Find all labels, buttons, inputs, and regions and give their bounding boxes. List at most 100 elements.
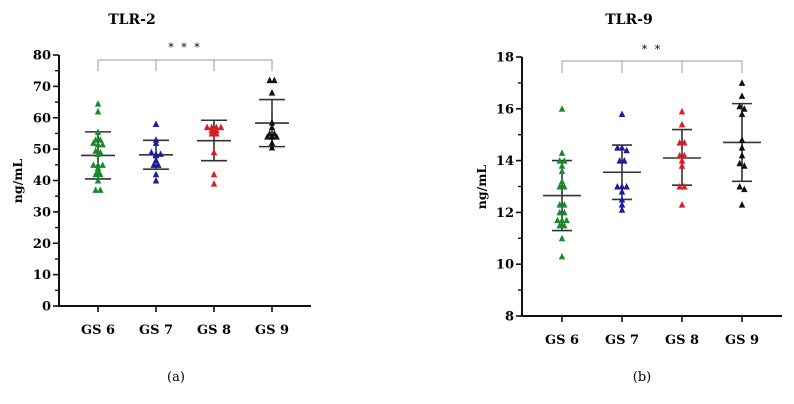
triangle-marker <box>268 118 276 126</box>
triangle-marker <box>92 170 99 178</box>
series-gs-9 <box>723 79 761 208</box>
triangle-marker <box>94 100 102 107</box>
triangle-marker <box>264 133 271 140</box>
triangle-marker <box>676 151 683 159</box>
triangle-marker <box>152 156 160 164</box>
triangle-marker <box>152 151 160 159</box>
triangle-marker <box>678 201 686 208</box>
triangle-marker <box>741 185 748 193</box>
x-tick-label: GS 9 <box>725 333 759 348</box>
triangle-marker <box>558 149 566 156</box>
panel-label: (a) <box>167 370 185 385</box>
triangle-marker <box>618 206 626 213</box>
triangle-marker <box>556 183 563 190</box>
triangle-marker <box>738 92 746 99</box>
plot-area: 0 10 20 30 40 50 60 70 80 GS 6 GS 7 GS 8 GS 9 * * * <box>33 41 311 338</box>
x-tick-label: GS 9 <box>255 323 289 338</box>
triangle-marker <box>558 177 566 185</box>
triangle-marker <box>678 157 686 164</box>
triangle-marker <box>99 161 106 168</box>
y-tick-label: 50 <box>33 143 51 158</box>
triangle-marker <box>90 139 97 146</box>
x-tick-label: GS 6 <box>81 323 115 338</box>
triangle-marker <box>266 76 273 84</box>
triangle-marker <box>623 146 630 154</box>
triangle-marker <box>90 161 97 168</box>
triangle-marker <box>738 79 746 86</box>
triangle-marker <box>208 129 215 137</box>
triangle-marker <box>676 183 683 190</box>
triangle-marker <box>563 216 570 224</box>
triangle-marker <box>558 162 566 169</box>
triangle-marker <box>561 201 568 208</box>
triangle-marker <box>268 139 276 146</box>
triangle-marker <box>618 188 626 195</box>
y-tick-label: 16 <box>496 102 514 117</box>
triangle-marker <box>618 110 626 117</box>
panel-label: (b) <box>633 370 651 385</box>
triangle-marker <box>561 183 568 190</box>
triangle-marker <box>681 151 688 159</box>
x-tick-label: GS 8 <box>665 333 699 348</box>
significance-stars: * * * <box>168 41 202 54</box>
y-axis-label: ng/mL <box>474 165 489 210</box>
triangle-marker <box>736 183 743 190</box>
y-tick-label: 14 <box>496 154 514 169</box>
triangle-marker <box>736 159 743 167</box>
x-tick-label: GS 7 <box>605 333 639 348</box>
chart-title: TLR-9 <box>605 12 652 28</box>
triangle-marker <box>150 161 157 168</box>
triangle-marker <box>203 123 211 131</box>
y-tick-label: 30 <box>33 205 51 220</box>
chart-panel-tlr2: TLR-2 ng/mL (a) 0 10 20 30 40 50 60 70 80 GS 6 GS … <box>10 12 311 385</box>
plot-area: 8 10 12 14 16 18 GS 6 GS 7 GS 8 GS 9 * * <box>496 43 782 348</box>
triangle-marker <box>97 136 104 143</box>
triangle-marker <box>741 105 748 112</box>
significance-stars: * * <box>642 43 663 56</box>
triangle-marker <box>561 208 568 216</box>
triangle-marker <box>558 167 566 174</box>
x-tick-label: GS 6 <box>545 333 579 348</box>
triangle-marker <box>561 221 568 229</box>
y-tick-label: 10 <box>496 258 514 273</box>
triangle-marker <box>738 201 746 208</box>
triangle-marker <box>681 183 688 190</box>
triangle-marker <box>94 150 102 157</box>
y-tick-label: 12 <box>496 206 514 221</box>
y-tick-label: 18 <box>496 51 514 66</box>
triangle-marker <box>618 183 626 190</box>
triangle-marker <box>155 161 162 168</box>
triangle-marker <box>621 157 628 164</box>
x-tick-label: GS 7 <box>139 323 173 338</box>
triangle-marker <box>268 144 276 151</box>
triangle-marker <box>561 157 568 164</box>
triangle-marker <box>618 201 626 208</box>
triangle-marker <box>94 107 102 115</box>
triangle-marker <box>271 76 278 84</box>
y-tick-label: 20 <box>33 237 51 252</box>
series-gs-7 <box>139 120 173 184</box>
triangle-marker <box>273 133 280 140</box>
x-tick-label: GS 8 <box>197 323 231 338</box>
triangle-marker <box>92 186 99 193</box>
triangle-marker <box>157 150 164 157</box>
triangle-marker <box>97 186 104 193</box>
y-tick-label: 0 <box>42 300 51 315</box>
triangle-marker <box>152 139 160 146</box>
triangle-marker <box>152 177 160 184</box>
triangle-marker <box>614 144 621 151</box>
triangle-marker <box>558 252 566 260</box>
y-tick-label: 8 <box>505 310 514 325</box>
triangle-marker <box>678 107 686 115</box>
triangle-marker <box>268 123 276 131</box>
triangle-marker <box>556 201 563 208</box>
triangle-marker <box>618 144 626 151</box>
triangle-marker <box>738 110 746 117</box>
triangle-marker <box>741 162 748 169</box>
triangle-marker <box>618 195 626 203</box>
triangle-marker <box>556 208 563 216</box>
triangle-marker <box>210 148 218 156</box>
triangle-marker <box>738 136 746 143</box>
triangle-marker <box>738 151 746 159</box>
